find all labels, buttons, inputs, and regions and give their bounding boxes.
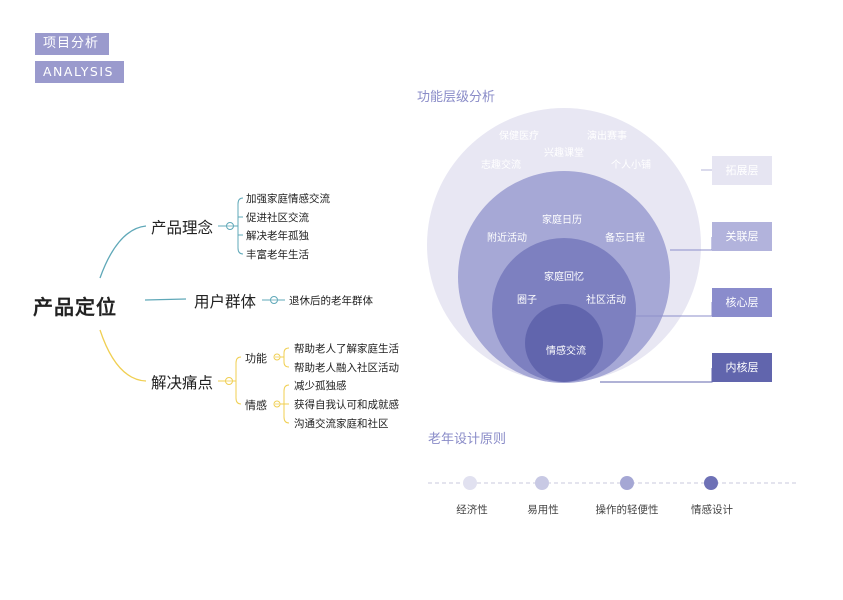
- layer-box-extended: 拓展层: [712, 156, 772, 185]
- principle-label-3: 操作的轻便性: [595, 504, 659, 516]
- core-label-1: 家庭回忆: [544, 272, 584, 283]
- layer-box-relation: 关联层: [712, 222, 772, 251]
- layer-box-inner: 内核层: [712, 353, 772, 382]
- function-item-2: 帮助老人融入社区活动: [294, 362, 399, 374]
- pain-function-label: 功能: [245, 352, 267, 365]
- relation-label-3: 备忘日程: [605, 233, 645, 244]
- principle-label-2: 易用性: [527, 504, 559, 516]
- mindmap-root: 产品定位: [33, 295, 117, 319]
- concept-item-3: 解决老年孤独: [246, 230, 309, 242]
- relation-label-2: 附近活动: [487, 233, 527, 244]
- relation-label-1: 家庭日历: [542, 215, 582, 226]
- concept-item-1: 加强家庭情感交流: [246, 193, 330, 205]
- principles-title: 老年设计原则: [428, 432, 507, 447]
- outer-label-2: 演出赛事: [587, 131, 627, 142]
- branch-users: 用户群体: [194, 293, 257, 311]
- principle-dot-1: [463, 476, 477, 490]
- branch-concept: 产品理念: [151, 219, 214, 237]
- emotion-item-1: 减少孤独感: [294, 380, 347, 392]
- levels-title: 功能层级分析: [417, 90, 496, 105]
- emotion-item-2: 获得自我认可和成就感: [294, 399, 399, 411]
- circle-inner: [525, 304, 603, 382]
- core-label-2: 圈子: [517, 295, 537, 306]
- inner-label-1: 情感交流: [546, 346, 586, 357]
- concept-item-2: 促进社区交流: [246, 212, 309, 224]
- outer-label-1: 保健医疗: [499, 131, 539, 142]
- principle-dot-3: [620, 476, 634, 490]
- core-label-3: 社区活动: [586, 295, 626, 306]
- emotion-item-3: 沟通交流家庭和社区: [294, 418, 389, 430]
- function-item-1: 帮助老人了解家庭生活: [294, 343, 399, 355]
- branch-pain: 解决痛点: [151, 374, 214, 392]
- principle-dot-2: [535, 476, 549, 490]
- principle-label-1: 经济性: [456, 504, 488, 516]
- section-tag-cn: 项目分析: [35, 33, 109, 55]
- outer-label-5: 个人小铺: [611, 160, 651, 171]
- pain-emotion-label: 情感: [245, 399, 267, 412]
- users-item-1: 退休后的老年群体: [289, 295, 373, 307]
- layer-box-core: 核心层: [712, 288, 772, 317]
- concept-item-4: 丰富老年生活: [246, 249, 309, 261]
- section-tag-en: ANALYSIS: [35, 61, 124, 83]
- outer-label-3: 兴趣课堂: [544, 148, 584, 159]
- principle-dot-4: [704, 476, 718, 490]
- principle-label-4: 情感设计: [691, 504, 733, 516]
- outer-label-4: 志趣交流: [481, 160, 521, 171]
